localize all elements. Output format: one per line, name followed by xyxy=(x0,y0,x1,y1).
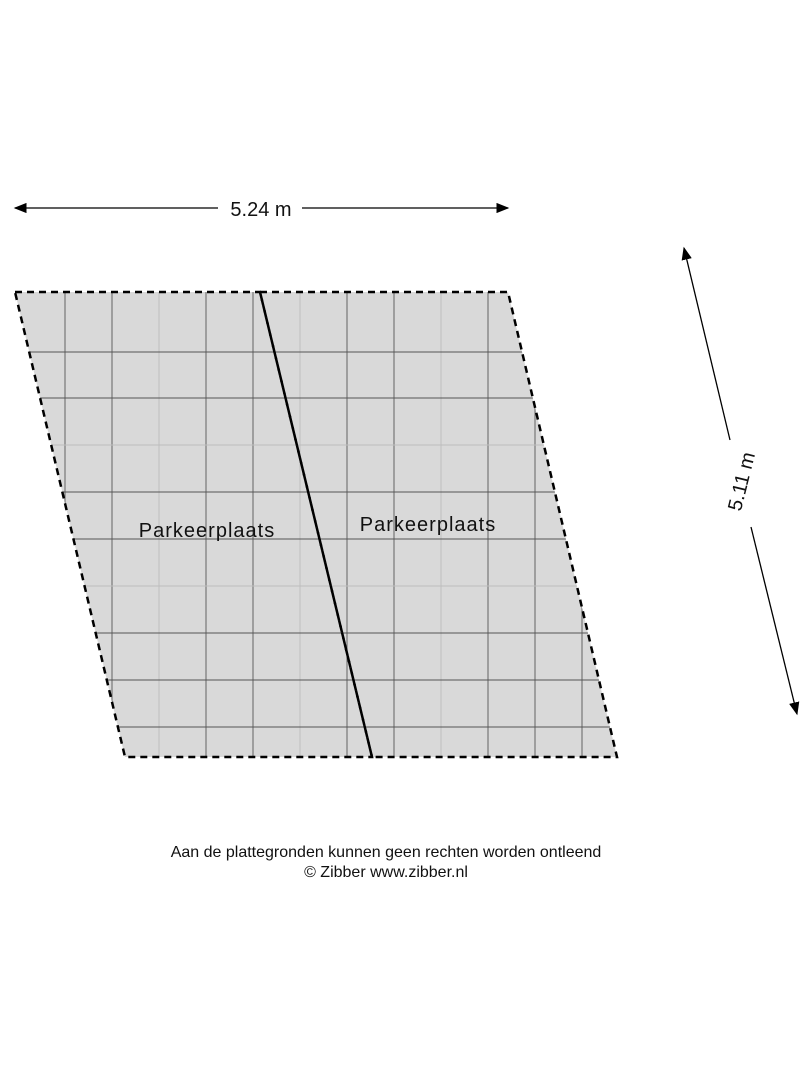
depth-dimension-arrow-top xyxy=(681,246,731,441)
copyright-text: © Zibber www.zibber.nl xyxy=(304,864,468,881)
parking-space-1-outline xyxy=(13,290,374,759)
depth-dimension-arrow-bottom xyxy=(750,526,800,716)
room-label-1: Parkeerplaats xyxy=(139,520,275,542)
room-label-2: Parkeerplaats xyxy=(360,514,496,536)
disclaimer-text: Aan de plattegronden kunnen geen rechten… xyxy=(170,844,602,861)
parking-space-2-outline xyxy=(258,290,619,759)
depth-dimension-label: 5.11 m xyxy=(724,450,760,513)
width-dimension-label: 5.24 m xyxy=(230,199,291,221)
